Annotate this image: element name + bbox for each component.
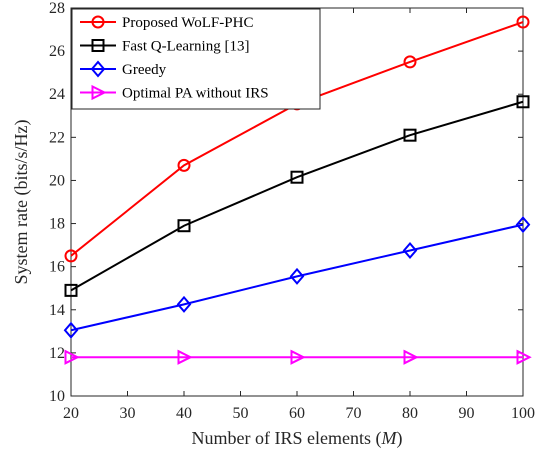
x-tick-label: 40: [176, 405, 192, 422]
legend-entry: Proposed WoLF-PHC: [80, 15, 253, 31]
legend-label: Greedy: [122, 62, 167, 78]
data-point: [64, 283, 78, 297]
y-tick-label: 12: [49, 345, 65, 362]
y-tick-label: 26: [49, 43, 65, 60]
legend-entry: Greedy: [80, 60, 167, 78]
x-tick-label: 50: [233, 405, 249, 422]
y-tick-label: 24: [49, 86, 65, 103]
x-tick-label: 60: [289, 405, 305, 422]
x-tick-label: 20: [63, 405, 79, 422]
x-tick-label: 30: [120, 405, 136, 422]
data-point: [516, 95, 530, 109]
data-point: [403, 128, 417, 142]
legend-marker: [91, 15, 105, 29]
y-tick-label: 28: [49, 0, 65, 17]
data-point: [64, 349, 80, 365]
x-axis-title-text: Number of IRS elements (: [192, 428, 382, 449]
series-square: [64, 95, 530, 297]
legend-label: Proposed WoLF-PHC: [122, 15, 253, 31]
y-tick-label: 10: [49, 388, 65, 405]
x-tick-label: 100: [511, 405, 535, 422]
data-point: [403, 349, 419, 365]
data-point: [176, 295, 192, 313]
x-tick-label: 70: [346, 405, 362, 422]
x-tick-label: 90: [459, 405, 475, 422]
y-tick-label: 16: [49, 259, 65, 276]
legend-marker: [91, 39, 105, 52]
legend-label: Optimal PA without IRS: [122, 86, 269, 102]
x-axis-title-variable: M: [380, 428, 397, 448]
x-tick-label: 80: [402, 405, 418, 422]
legend-entry: Optimal PA without IRS: [80, 84, 269, 102]
series-diamond: [63, 216, 531, 339]
y-tick-label: 22: [49, 129, 65, 146]
axis-ticks: 20 30 40 50 60 70 80 90 100 10 12 14 16 18 20 22 24 26 28: [49, 0, 535, 422]
x-axis-title: Number of IRS elements (M): [192, 428, 403, 449]
data-point: [403, 55, 417, 69]
y-tick-label: 14: [49, 302, 65, 319]
data-point: [290, 170, 304, 184]
legend-marker: [91, 84, 107, 101]
data-point: [402, 241, 418, 260]
y-tick-label: 20: [49, 172, 65, 189]
data-point: [177, 219, 191, 233]
legend-label: Fast Q-Learning [13]: [122, 39, 249, 55]
data-point: [515, 216, 531, 234]
legend-entry: Fast Q-Learning [13]: [80, 39, 249, 55]
series-line: [70, 223, 524, 332]
data-point: [289, 267, 305, 285]
series-line: [70, 100, 524, 292]
legend-marker: [90, 60, 106, 78]
data-point: [290, 349, 306, 365]
y-tick-label: 18: [49, 216, 65, 233]
data-point: [516, 15, 530, 29]
data-point: [177, 349, 193, 365]
data-point: [516, 349, 532, 365]
y-axis-title: System rate (bits/s/Hz): [11, 120, 32, 285]
legend: Proposed WoLF-PHC Fast Q-Learning [13] Gre…: [71, 8, 321, 110]
x-axis-title-close: ): [396, 428, 402, 449]
series-triangle-right: [64, 349, 532, 365]
data-point: [63, 321, 79, 339]
data-point: [177, 158, 191, 172]
data-point: [64, 249, 78, 263]
